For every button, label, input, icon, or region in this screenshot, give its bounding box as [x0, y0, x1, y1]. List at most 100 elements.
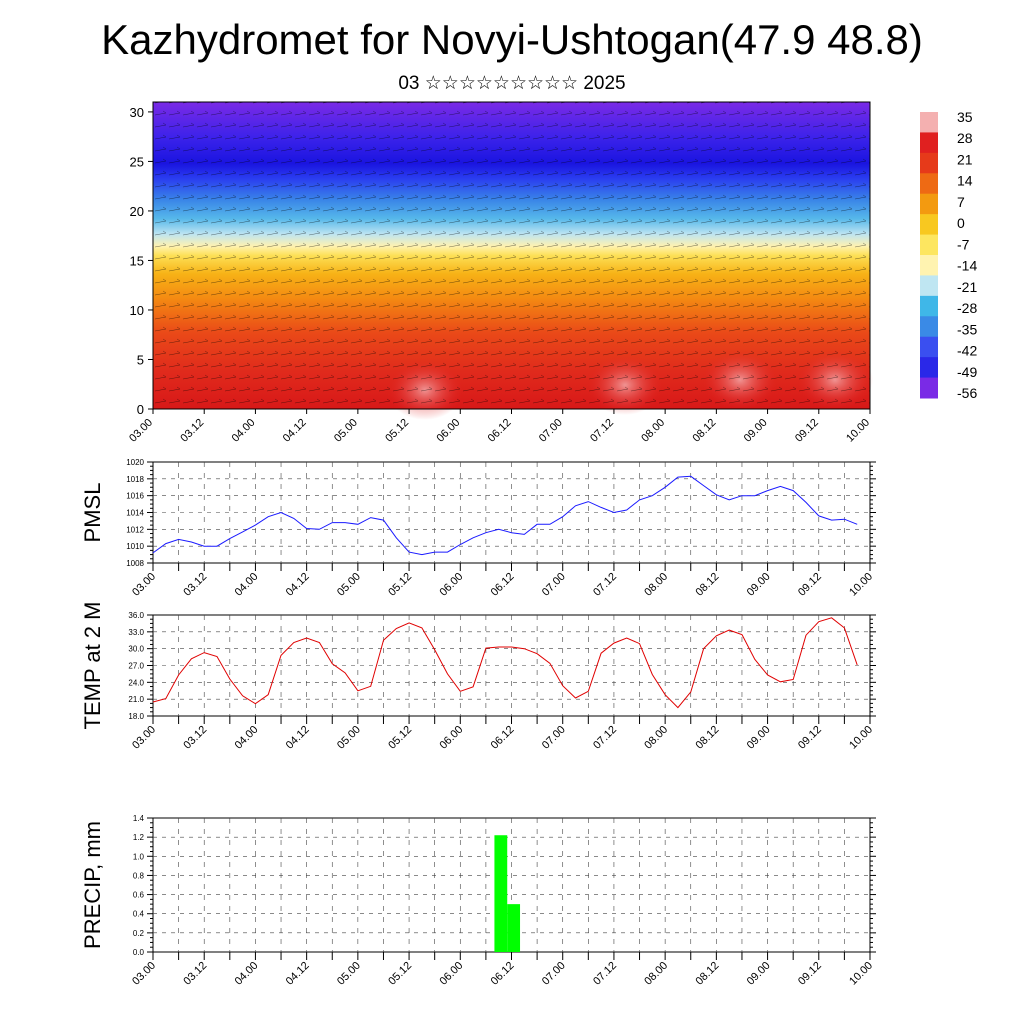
x-tick-label: 10.00 [847, 724, 875, 752]
colorbar-label: 35 [957, 109, 973, 125]
y-tick-label: 20 [130, 204, 144, 219]
x-tick-label: 03.00 [130, 724, 158, 752]
x-tick-label: 08.12 [694, 960, 722, 988]
colorbar-label: -49 [957, 364, 977, 380]
x-tick-label: 07.00 [537, 417, 565, 445]
colorbar-swatch [920, 112, 938, 133]
colorbar-swatch [920, 357, 938, 379]
colorbar-swatch [920, 234, 938, 256]
x-tick-label: 03.12 [181, 571, 209, 599]
y-tick-label: 30 [130, 105, 144, 120]
x-tick-label: 07.00 [540, 960, 568, 988]
pmsl-panel: 1008 1010 1012 1014 1016 1018 1020 03.00 03.12 04… [80, 458, 876, 599]
x-tick-label: 09.12 [796, 960, 824, 988]
x-tick-label: 10.00 [844, 417, 872, 445]
x-tick-label: 08.00 [642, 571, 670, 599]
x-tick-label: 04.12 [284, 571, 312, 599]
x-tick-label: 03.00 [130, 960, 158, 988]
temp2m-panel: 18.0 21.0 24.0 27.0 30.0 33.0 36.0 03.00 03.12 04… [80, 602, 876, 752]
x-tick-label: 10.00 [847, 571, 875, 599]
x-tick-label: 08.12 [694, 571, 722, 599]
y-tick-label: 1018 [126, 475, 144, 484]
x-tick-label: 09.00 [745, 960, 773, 988]
x-tick-label: 03.12 [181, 724, 209, 752]
y-tick-label: 0 [137, 402, 144, 417]
y-tick-label: 36.0 [128, 611, 144, 620]
y-tick-label: 1008 [126, 559, 144, 568]
colorbar-swatch [920, 255, 938, 276]
y-tick-label: 0.6 [133, 891, 145, 900]
x-tick-label: 06.12 [489, 960, 517, 988]
y-tick-label: 1010 [126, 542, 144, 551]
y-tick-label: 27.0 [128, 662, 144, 671]
chart-subtitle: 03 ☆☆☆☆☆☆☆☆☆ 2025 [398, 73, 626, 94]
x-tick-label: 05.12 [386, 724, 414, 752]
colorbar-label: 21 [957, 151, 973, 167]
colorbar-label: 0 [957, 215, 965, 231]
colorbar-swatch [920, 214, 938, 236]
x-tick-label: 04.12 [284, 960, 312, 988]
x-tick-label: 03.12 [178, 417, 206, 445]
y-tick-label: 0.4 [133, 910, 145, 919]
x-tick-label: 06.12 [489, 724, 517, 752]
x-tick-label: 05.12 [383, 417, 411, 445]
precip-bar [507, 904, 521, 952]
x-tick-label: 05.00 [335, 724, 363, 752]
colorbar-label: -42 [957, 343, 977, 359]
x-tick-label: 05.12 [386, 960, 414, 988]
colorbar-swatch [920, 316, 938, 338]
x-tick-label: 08.00 [642, 960, 670, 988]
chart-title: Kazhydromet for Novyi-Ushtogan(47.9 48.8… [101, 16, 923, 63]
x-tick-label: 05.00 [332, 417, 360, 445]
y-tick-label: 1020 [126, 458, 144, 467]
x-tick-label: 10.00 [847, 960, 875, 988]
x-tick-label: 04.00 [233, 960, 261, 988]
y-tick-label: 15 [130, 253, 144, 268]
x-tick-label: 06.00 [434, 417, 462, 445]
y-tick-label: 1.4 [133, 814, 145, 823]
colorbar-label: -35 [957, 321, 977, 337]
x-tick-label: 07.00 [540, 724, 568, 752]
x-tick-label: 06.00 [437, 571, 465, 599]
y-axis-label: PRECIP, mm [80, 821, 105, 949]
colorbar-swatch [920, 275, 938, 297]
y-axis-label: PMSL [80, 483, 105, 543]
colorbar-swatch [920, 336, 938, 358]
x-tick-label: 06.00 [437, 724, 465, 752]
x-tick-label: 09.12 [796, 724, 824, 752]
x-tick-label: 04.00 [230, 417, 258, 445]
y-tick-label: 1.2 [133, 833, 145, 842]
colorbar-label: 28 [957, 130, 973, 146]
x-tick-label: 08.12 [691, 417, 719, 445]
x-tick-label: 07.12 [591, 724, 619, 752]
x-tick-label: 04.00 [233, 571, 261, 599]
x-tick-label: 07.12 [591, 960, 619, 988]
y-tick-label: 1.0 [133, 852, 145, 861]
x-tick-label: 03.00 [127, 417, 155, 445]
y-tick-label: 0.2 [133, 929, 145, 938]
colorbar-label: -28 [957, 300, 977, 316]
y-tick-label: 1014 [126, 509, 144, 518]
y-tick-label: 30.0 [128, 645, 144, 654]
colorbar-label: 14 [957, 173, 973, 189]
x-tick-label: 07.12 [588, 417, 616, 445]
x-tick-label: 06.00 [437, 960, 465, 988]
y-tick-label: 0.8 [133, 871, 145, 880]
x-tick-label: 09.00 [745, 571, 773, 599]
colorbar-swatch [920, 377, 938, 399]
y-tick-label: 25 [130, 154, 144, 169]
colorbar-swatch [920, 295, 938, 317]
x-tick-label: 05.12 [386, 571, 414, 599]
colorbar: 35 28 21 14 7 0 -7 -14 -21 -28 -35 -42 -49 -56 [920, 109, 977, 401]
y-tick-label: 21.0 [128, 695, 144, 704]
y-tick-label: 10 [130, 303, 144, 318]
series-line [152, 617, 858, 709]
x-tick-label: 05.00 [335, 571, 363, 599]
x-tick-label: 09.12 [796, 571, 824, 599]
y-tick-label: 1016 [126, 492, 144, 501]
colorbar-swatch [920, 132, 938, 154]
y-tick-label: 33.0 [128, 628, 144, 637]
x-tick-label: 06.12 [486, 417, 514, 445]
colorbar-label: -21 [957, 279, 977, 295]
